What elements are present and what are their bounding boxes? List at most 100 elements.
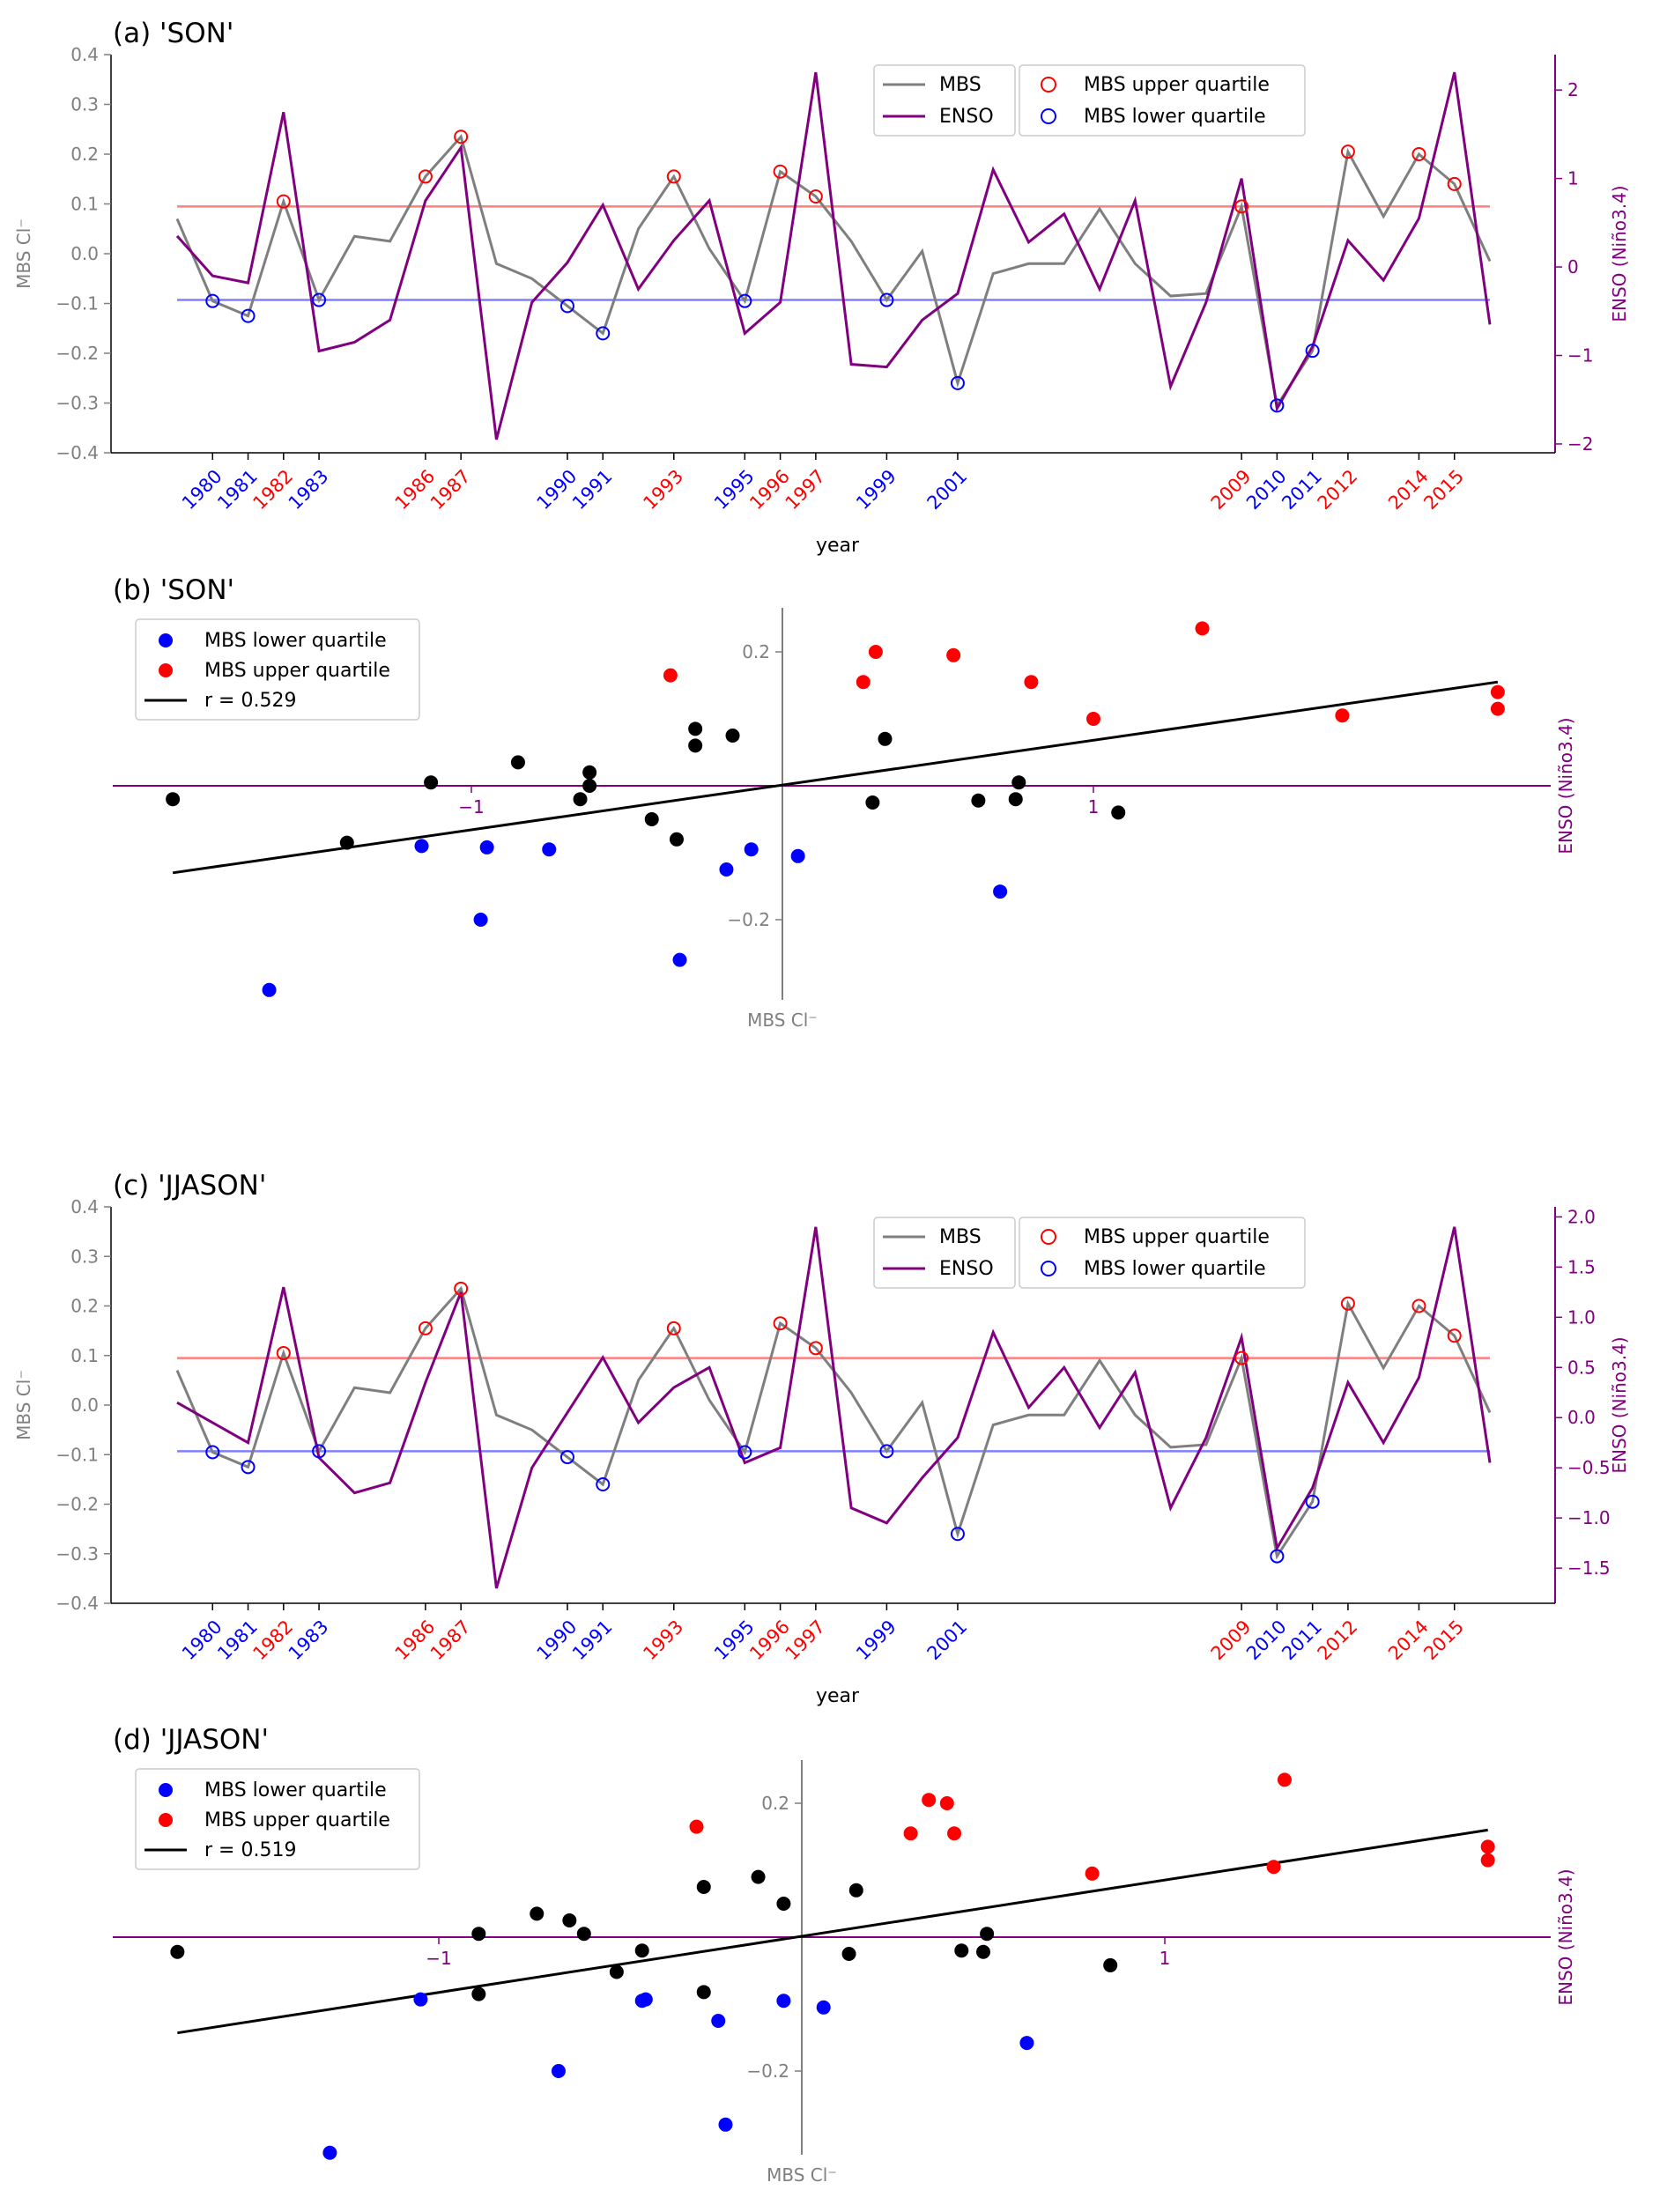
right-y-tick-label: 0.0 [1567, 1407, 1596, 1428]
x-tick-label: 2009 [1207, 1616, 1256, 1664]
scatter-point-mid [688, 721, 703, 736]
scatter-point-mid [170, 1944, 185, 1959]
scatter-point-mid [510, 755, 525, 770]
scatter-point-mid [573, 792, 588, 807]
upper-quartile-marker [808, 189, 823, 204]
upper-quartile-marker [666, 169, 681, 184]
x-tick-label: 1986 [391, 465, 440, 514]
legend-lower-label: MBS lower quartile [1084, 106, 1266, 128]
upper-quartile-marker [454, 1281, 469, 1296]
x-tick-label: 1995 [710, 1616, 759, 1664]
lower-quartile-marker [950, 375, 965, 390]
legend-upper-swatch [1041, 1229, 1056, 1245]
x-tick-label: 1999 [852, 465, 900, 514]
scatter-point-lower-quartile [262, 982, 277, 997]
panel-title: (c) 'JJASON' [113, 1170, 266, 1202]
scatter-point-mid [582, 765, 597, 780]
x-tick-label: 1995 [710, 465, 759, 514]
upper-quartile-marker [1340, 1296, 1355, 1311]
legend-upper-label: MBS upper quartile [1084, 74, 1270, 96]
scatter-point-mid [1111, 805, 1126, 820]
x-tick-label: 1981 [213, 465, 262, 514]
panel-title: (b) 'SON' [113, 574, 234, 606]
scatter-point-mid [971, 793, 986, 808]
scatter-point-mid [634, 1943, 649, 1958]
enso-axis-label: ENSO (Niño3.4) [1555, 717, 1576, 854]
left-y-tick-label: −0.4 [56, 1593, 99, 1614]
scatter-point-upper-quartile [1335, 708, 1350, 723]
x-tick-label: 1982 [248, 1616, 297, 1664]
legend-frame-markers [1019, 64, 1306, 137]
upper-quartile-marker [1340, 144, 1355, 159]
scatter-point-upper-quartile [1277, 1772, 1292, 1787]
scatter-point-upper-quartile [1086, 712, 1100, 726]
right-y-tick-label: 1 [1567, 168, 1579, 189]
x-tick-label: 2010 [1242, 1616, 1291, 1664]
scatter-point-mid [751, 1869, 766, 1884]
lower-quartile-marker [737, 1445, 752, 1460]
enso-axis-tick-label: −1 [426, 1948, 451, 1969]
left-y-tick-label: 0.1 [70, 194, 99, 215]
x-tick-label: 1983 [285, 1616, 333, 1664]
upper-quartile-marker [418, 1321, 433, 1335]
enso-axis-tick-label: 1 [1159, 1948, 1171, 1969]
legend-enso-label: ENSO [939, 1258, 994, 1280]
left-y-tick-label: 0.1 [70, 1345, 99, 1366]
scatter-point-mid [696, 1880, 711, 1894]
mbs-axis-tick-label: 0.2 [742, 641, 770, 662]
legend-lower-swatch [159, 633, 173, 647]
x-tick-label: 1997 [782, 1616, 830, 1664]
scatter-point-mid [980, 1927, 995, 1942]
x-axis-label: year [816, 535, 860, 557]
scatter-point-lower-quartile [993, 884, 1008, 899]
x-tick-label: 2014 [1384, 1616, 1433, 1664]
panel-a-timeseries: (a) 'SON' −0.4 −0.3 −0.2 −0.1 0.0 0.1 0.2 0.3 0.4… [13, 18, 1630, 557]
legend-lower-label: MBS lower quartile [204, 630, 387, 652]
upper-quartile-marker [418, 169, 433, 184]
scatter-point-lower-quartile [1019, 2036, 1034, 2051]
right-y-axis-label: ENSO (Niño3.4) [1609, 1336, 1630, 1473]
enso-series-line [175, 71, 1492, 440]
scatter-point-mid [954, 1943, 969, 1958]
x-tick-label: 1982 [248, 465, 297, 514]
lower-quartile-marker [312, 1444, 327, 1459]
upper-quartile-marker [1447, 176, 1462, 191]
lower-quartile-marker [596, 326, 611, 341]
scatter-point-mid [530, 1906, 545, 1921]
left-y-tick-label: 0.2 [70, 144, 99, 165]
legend-lower-swatch [159, 1783, 173, 1797]
scatter-point-lower-quartile [816, 2000, 831, 2015]
upper-quartile-marker [773, 164, 788, 179]
upper-quartile-marker [1411, 1298, 1426, 1313]
x-tick-label: 1991 [568, 465, 617, 514]
legend-frame [135, 1768, 420, 1870]
scatter-point-lower-quartile [672, 952, 687, 967]
upper-quartile-marker [454, 129, 469, 144]
legend-enso-label: ENSO [939, 106, 994, 128]
legend-upper-swatch [1041, 77, 1056, 92]
right-y-tick-label: −1 [1567, 345, 1593, 366]
left-y-axis-label: MBS Cl⁻ [13, 218, 34, 289]
scatter-point-mid [696, 1985, 711, 2000]
x-tick-label: 1980 [178, 465, 226, 514]
x-tick-label: 1996 [745, 465, 794, 514]
legend-fit-label: r = 0.519 [204, 1839, 296, 1861]
x-tick-label: 2015 [1419, 465, 1468, 514]
legend-mbs-label: MBS [939, 1226, 982, 1248]
x-tick-label: 1993 [639, 1616, 687, 1664]
scatter-point-lower-quartile [414, 839, 429, 854]
scatter-point-mid [582, 779, 597, 793]
x-tick-label: 1980 [178, 1616, 226, 1664]
scatter-point-mid [1008, 792, 1023, 807]
right-y-tick-label: 0.5 [1567, 1357, 1596, 1378]
lower-quartile-marker [1270, 398, 1285, 413]
legend-lower-label: MBS lower quartile [1084, 1258, 1266, 1280]
legend-frame-markers [1019, 1217, 1306, 1289]
left-y-tick-label: −0.4 [56, 442, 99, 463]
right-y-tick-label: −1.0 [1567, 1507, 1611, 1528]
lower-quartile-marker [205, 1445, 220, 1460]
right-y-tick-label: 1.5 [1567, 1256, 1596, 1277]
upper-quartile-marker [1411, 147, 1426, 161]
mbs-series-line [175, 1285, 1492, 1560]
lower-quartile-marker [950, 1527, 965, 1542]
